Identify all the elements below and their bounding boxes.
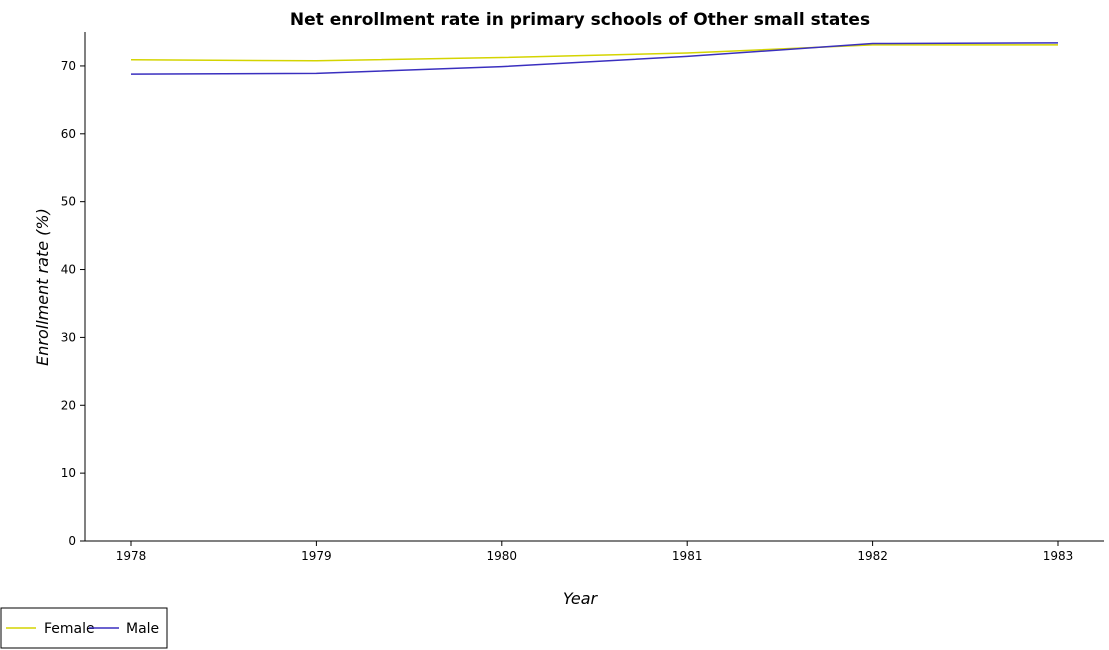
chart-title: Net enrollment rate in primary schools o… xyxy=(290,10,870,30)
x-tick-label: 1978 xyxy=(116,549,147,563)
legend-label-female: Female xyxy=(44,621,95,637)
y-tick-label: 60 xyxy=(61,127,76,141)
x-ticks: 1978 1979 1980 1981 1982 1983 xyxy=(116,541,1074,563)
x-axis-label: Year xyxy=(563,589,599,608)
legend-label-male: Male xyxy=(126,621,159,637)
x-tick-label: 1980 xyxy=(487,549,518,563)
axes xyxy=(84,32,1104,542)
series-line-male xyxy=(130,42,1059,75)
x-tick-label: 1983 xyxy=(1043,549,1074,563)
legend: Female Male xyxy=(0,607,168,649)
y-tick-label: 0 xyxy=(68,534,76,548)
y-ticks: 0 10 20 30 40 50 60 70 xyxy=(61,59,85,548)
series-lines xyxy=(130,42,1059,75)
x-tick-label: 1981 xyxy=(672,549,703,563)
y-tick-label: 20 xyxy=(61,398,76,412)
x-tick-label: 1979 xyxy=(301,549,332,563)
x-tick-label: 1982 xyxy=(857,549,888,563)
series-line-female xyxy=(130,44,1058,62)
y-tick-label: 50 xyxy=(61,195,76,209)
y-tick-label: 10 xyxy=(61,466,76,480)
y-tick-label: 70 xyxy=(61,59,76,73)
y-axis-label: Enrollment rate (%) xyxy=(33,208,52,366)
y-tick-label: 40 xyxy=(61,263,76,277)
y-tick-label: 30 xyxy=(61,330,76,344)
